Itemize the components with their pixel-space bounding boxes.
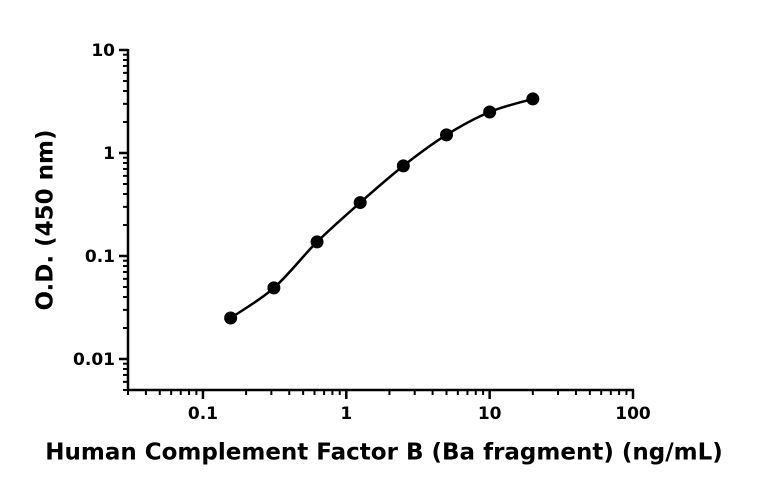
x-axis-label: Human Complement Factor B (Ba fragment) … (45, 440, 722, 466)
y-axis-label: O.D. (450 nm) (33, 129, 59, 310)
data-point (224, 311, 238, 325)
data-point (310, 235, 324, 249)
data-point (396, 159, 410, 173)
data-point (439, 128, 453, 142)
y-tick-label: 0.01 (73, 350, 115, 370)
x-tick-label: 1 (340, 404, 352, 424)
data-point (267, 281, 281, 295)
y-tick-label: 10 (91, 41, 115, 61)
x-tick-label: 0.1 (188, 404, 218, 424)
data-point (353, 196, 367, 210)
y-tick-label: 1 (103, 144, 115, 164)
data-point (526, 92, 540, 106)
y-tick-label: 0.1 (85, 247, 115, 267)
x-tick-label: 10 (478, 404, 502, 424)
data-point (483, 105, 497, 119)
x-tick-label: 100 (615, 404, 651, 424)
